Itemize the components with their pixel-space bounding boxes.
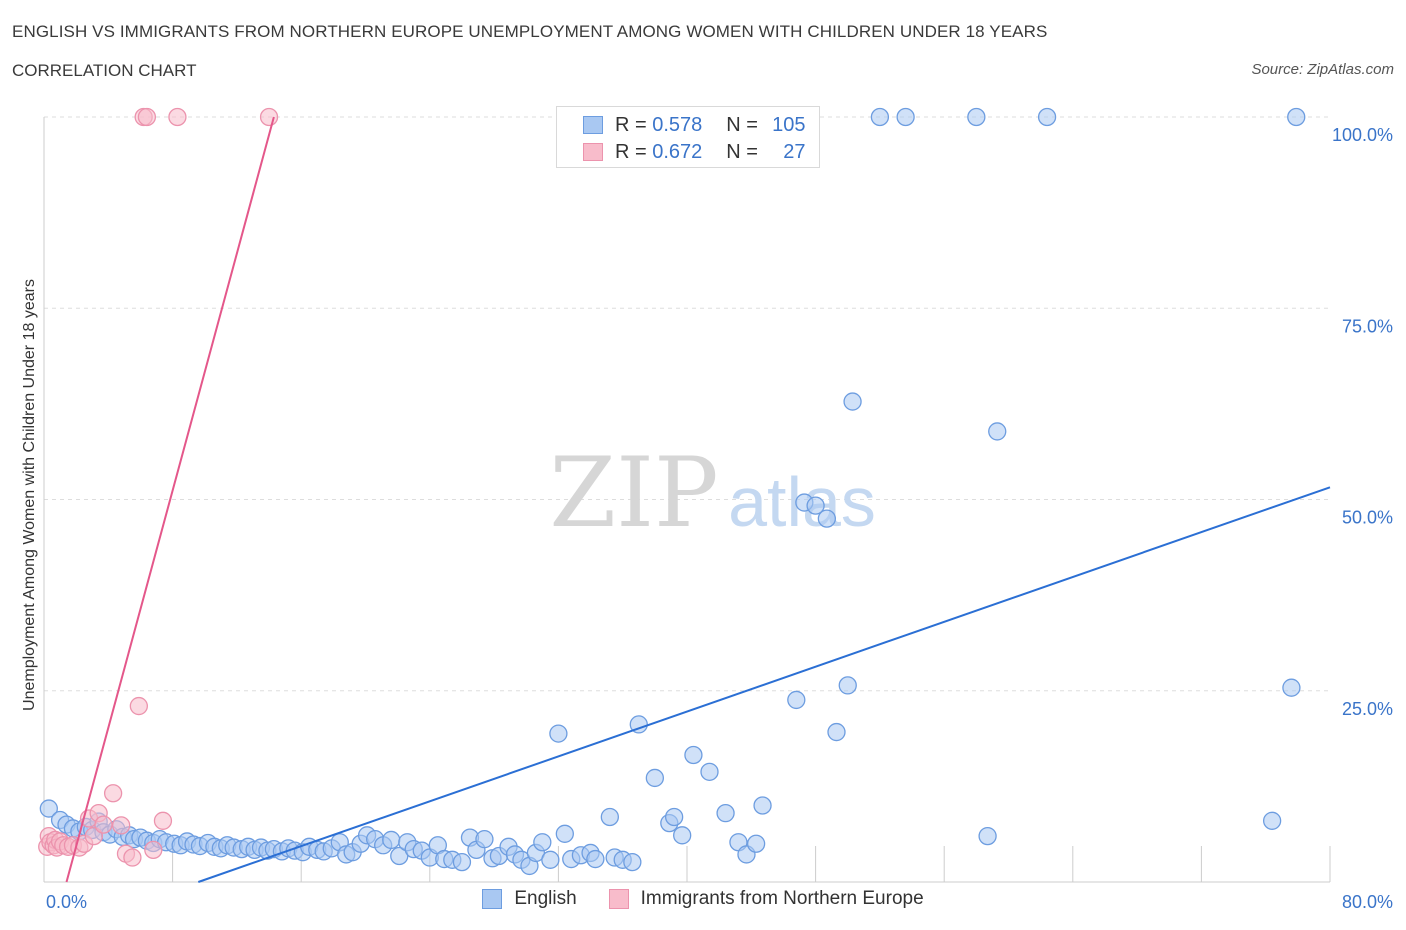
legend-immigrants-label: Immigrants from Northern Europe: [640, 888, 924, 909]
english-point: [475, 830, 494, 849]
stats-row-immigrants: R = 0.672 N = 27: [583, 139, 806, 165]
english-n-value: 105: [772, 113, 806, 136]
english-point: [452, 852, 472, 872]
english-point: [673, 826, 692, 845]
english-point: [1282, 678, 1301, 697]
english-point: [896, 107, 915, 127]
legend-immigrants-swatch: [608, 889, 629, 909]
legend-english-label: English: [514, 888, 577, 909]
english-point: [843, 392, 862, 411]
y-tick-label: 75.0%: [1342, 316, 1393, 336]
english-point: [967, 107, 986, 127]
immigrant-point: [137, 107, 157, 127]
immigrants-swatch: [583, 143, 603, 161]
immigrant-point: [168, 107, 187, 127]
english-point: [645, 768, 664, 788]
english-point: [787, 690, 806, 710]
english-point: [746, 834, 766, 853]
english-point: [806, 496, 825, 515]
english-point: [700, 762, 719, 781]
x-tick-label-end: 80.0%: [1342, 892, 1393, 912]
english-r-label: R =: [615, 113, 653, 136]
english-point: [838, 676, 857, 695]
immigrant-point: [103, 784, 123, 803]
english-trendline: [197, 486, 1331, 883]
series-legend: English Immigrants from Northern Europe: [0, 888, 1406, 910]
english-point: [382, 830, 401, 850]
stats-legend: R = 0.578 N = 105 R = 0.672 N = 27: [556, 106, 820, 168]
y-tick-label: 100.0%: [1332, 125, 1393, 145]
legend-item-immigrants[interactable]: Immigrants from Northern Europe: [608, 888, 924, 910]
immigrants-trendline: [65, 116, 275, 883]
immigrant-point: [94, 815, 113, 834]
chart-subtitle: CORRELATION CHART: [12, 61, 197, 80]
tick-labels: 100.0% 75.0% 50.0% 25.0% 0.0% 80.0%: [46, 125, 1393, 912]
english-point: [716, 804, 735, 823]
legend-item-english[interactable]: English: [482, 888, 577, 910]
english-point: [1037, 107, 1057, 127]
english-point: [541, 850, 560, 869]
immigrant-point: [259, 107, 279, 127]
english-point: [827, 722, 846, 742]
english-point: [1287, 107, 1306, 127]
immigrants-n-label: N =: [726, 140, 764, 163]
english-points: [39, 107, 1306, 876]
english-point: [586, 849, 605, 869]
english-n-label: N =: [726, 113, 764, 136]
chart-title: ENGLISH VS IMMIGRANTS FROM NORTHERN EURO…: [12, 22, 1048, 41]
x-tick-label-start: 0.0%: [46, 892, 87, 912]
english-point: [555, 824, 574, 843]
english-point: [623, 852, 642, 872]
english-point: [664, 807, 684, 827]
y-tick-label: 25.0%: [1342, 699, 1393, 719]
english-point: [988, 422, 1007, 441]
grid-layer: [44, 116, 1330, 692]
y-tick-label: 50.0%: [1342, 508, 1393, 528]
english-point: [39, 799, 58, 818]
immigrant-point: [129, 696, 148, 716]
watermark-zip: ZIP: [549, 437, 718, 549]
immigrant-point: [144, 840, 163, 860]
immigrant-points: [38, 107, 279, 867]
english-point: [1262, 811, 1282, 830]
english-point: [978, 826, 997, 846]
immigrant-point: [153, 811, 173, 830]
english-point: [549, 724, 568, 743]
trend-layer: [65, 116, 1331, 883]
immigrants-r-label: R =: [615, 140, 653, 163]
english-point: [753, 796, 772, 815]
immigrants-r-value: 0.672: [652, 140, 703, 163]
english-point: [817, 509, 837, 528]
english-point: [600, 807, 619, 827]
watermark: ZIP atlas: [549, 437, 876, 549]
english-point: [870, 107, 890, 127]
english-r-value: 0.578: [652, 113, 703, 136]
immigrant-point: [112, 816, 131, 835]
english-point: [533, 833, 552, 852]
legend-english-swatch: [482, 889, 503, 909]
y-axis-label: Unemployment Among Women with Children U…: [21, 279, 38, 711]
immigrant-point: [123, 848, 142, 867]
source-label: Source: ZipAtlas.com: [1251, 61, 1394, 78]
english-point: [684, 745, 703, 765]
stats-row-english: R = 0.578 N = 105: [583, 112, 806, 138]
english-swatch: [583, 116, 603, 134]
immigrants-n-value: 27: [783, 140, 806, 163]
